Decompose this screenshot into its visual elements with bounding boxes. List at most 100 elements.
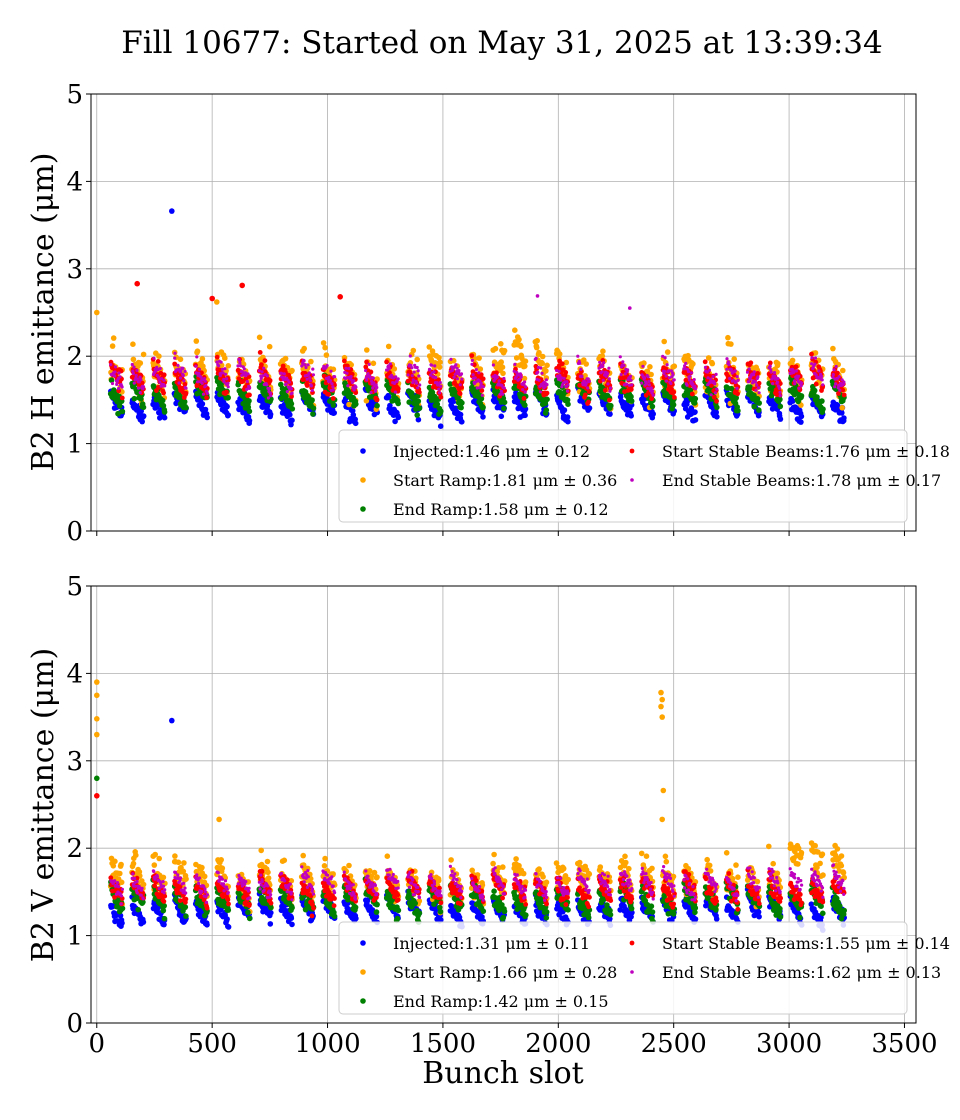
data-point bbox=[713, 382, 717, 386]
data-point bbox=[516, 336, 522, 343]
data-point bbox=[370, 360, 377, 367]
outlier-point bbox=[209, 295, 215, 302]
data-point bbox=[155, 359, 161, 364]
data-point bbox=[437, 387, 441, 391]
data-point bbox=[647, 379, 651, 383]
outlier-point bbox=[214, 299, 220, 305]
data-point bbox=[322, 855, 328, 862]
data-point bbox=[638, 850, 645, 857]
data-point bbox=[820, 872, 826, 878]
data-point bbox=[246, 398, 252, 404]
data-point bbox=[304, 383, 310, 388]
data-point bbox=[349, 375, 353, 379]
data-point bbox=[838, 862, 845, 869]
data-point bbox=[731, 356, 737, 362]
data-point bbox=[597, 864, 604, 870]
data-point bbox=[179, 376, 183, 380]
data-point bbox=[363, 398, 370, 404]
data-point bbox=[562, 376, 566, 380]
data-point bbox=[798, 419, 804, 425]
data-point bbox=[534, 338, 540, 344]
data-point bbox=[795, 861, 801, 867]
data-point bbox=[812, 842, 818, 849]
data-point bbox=[565, 380, 569, 384]
data-point bbox=[201, 873, 208, 880]
data-point bbox=[789, 398, 796, 404]
data-point bbox=[139, 378, 143, 382]
data-point bbox=[320, 340, 327, 346]
data-point bbox=[495, 375, 499, 379]
data-point bbox=[626, 865, 632, 872]
data-point bbox=[460, 377, 464, 381]
data-point bbox=[140, 881, 147, 888]
data-point bbox=[199, 864, 205, 871]
data-point bbox=[498, 341, 504, 347]
data-point bbox=[347, 366, 351, 371]
data-point bbox=[821, 383, 825, 387]
data-point bbox=[814, 394, 820, 400]
data-point bbox=[811, 387, 818, 394]
data-point bbox=[182, 379, 186, 383]
data-point bbox=[131, 395, 138, 402]
data-point bbox=[368, 376, 372, 380]
data-point bbox=[618, 355, 622, 359]
data-point bbox=[480, 376, 486, 382]
data-point bbox=[310, 388, 314, 393]
data-point bbox=[778, 390, 782, 394]
y-tick-label: 0 bbox=[66, 517, 83, 547]
data-point bbox=[755, 383, 759, 387]
data-point bbox=[775, 380, 780, 384]
data-point bbox=[302, 359, 306, 363]
data-point bbox=[480, 404, 486, 411]
data-point bbox=[770, 860, 776, 867]
data-point bbox=[601, 378, 605, 382]
data-point bbox=[714, 372, 718, 376]
data-point bbox=[841, 415, 847, 421]
data-point bbox=[586, 386, 590, 390]
data-point bbox=[433, 364, 437, 368]
data-point bbox=[650, 411, 656, 417]
data-point bbox=[586, 399, 591, 405]
data-point bbox=[205, 391, 209, 395]
data-point bbox=[438, 394, 444, 400]
data-point bbox=[176, 363, 180, 367]
outlier-point bbox=[628, 306, 632, 310]
data-point bbox=[454, 363, 458, 367]
data-point bbox=[387, 366, 391, 370]
data-point bbox=[539, 366, 543, 370]
data-point bbox=[130, 341, 136, 348]
y-tick-label: 3 bbox=[66, 255, 83, 285]
data-point bbox=[622, 363, 626, 368]
data-point bbox=[331, 388, 335, 392]
data-point bbox=[247, 392, 252, 398]
data-point bbox=[225, 394, 231, 401]
data-point bbox=[452, 375, 456, 379]
data-point bbox=[140, 413, 147, 419]
data-point bbox=[432, 370, 436, 374]
data-point bbox=[709, 393, 713, 397]
data-point bbox=[685, 383, 689, 387]
data-point bbox=[559, 361, 565, 367]
data-point bbox=[670, 402, 677, 408]
data-point bbox=[202, 406, 209, 413]
data-point bbox=[267, 411, 274, 418]
data-point bbox=[173, 356, 177, 360]
data-point bbox=[501, 392, 505, 396]
data-point bbox=[726, 360, 731, 364]
data-point bbox=[608, 402, 614, 409]
legend-label: Start Stable Beams:1.76 μm ± 0.18 bbox=[662, 442, 950, 461]
data-point bbox=[218, 857, 224, 863]
data-point bbox=[458, 404, 464, 411]
data-point bbox=[416, 386, 420, 390]
data-point bbox=[117, 371, 121, 375]
data-point bbox=[141, 385, 146, 389]
data-point bbox=[184, 386, 188, 390]
data-point bbox=[130, 860, 137, 867]
data-point bbox=[417, 374, 421, 378]
data-point bbox=[436, 364, 443, 370]
data-point bbox=[395, 414, 402, 421]
data-point bbox=[177, 381, 181, 385]
data-point bbox=[435, 877, 442, 884]
data-point bbox=[619, 373, 623, 377]
data-point bbox=[161, 414, 168, 421]
